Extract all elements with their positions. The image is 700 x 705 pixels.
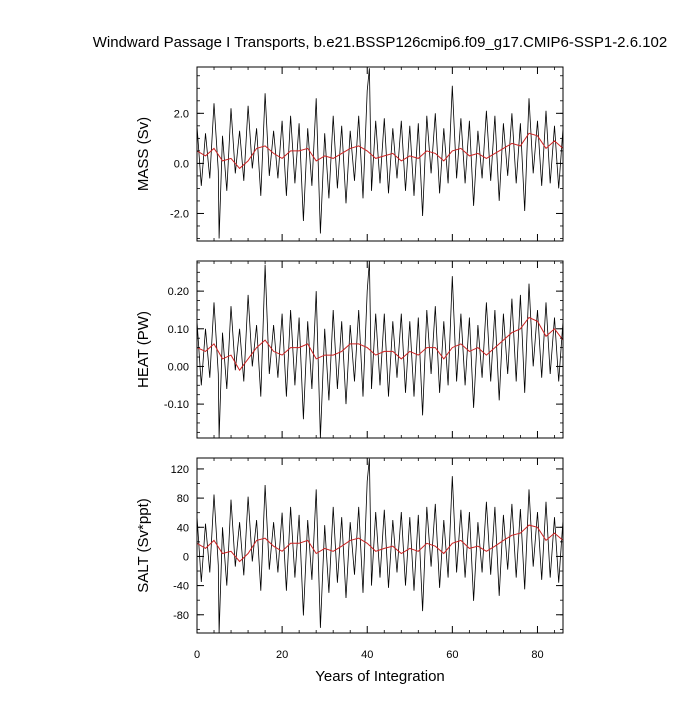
y-tick-label-salt: 40 [177,522,189,534]
y-tick-label-salt: 120 [171,464,189,476]
y-tick-label-mass: -2.0 [170,208,189,220]
y-tick-label-heat: -0.10 [164,399,189,411]
x-tick-label: 60 [446,649,458,661]
y-tick-label-heat: 0.20 [168,286,189,298]
panel-frame-heat [196,260,564,439]
panel-mass: 2.0 0.0 -2.0 MASS (Sv) [135,66,564,242]
series-annual-salt [197,524,563,563]
y-axis-label-salt: SALT (Sv*ppt) [135,498,152,592]
y-axis-label-heat: HEAT (PW) [135,311,152,388]
series-monthly-mass [197,68,563,239]
x-tick-label: 80 [531,649,543,661]
x-axis-label: Years of Integration [315,668,445,685]
x-tick-label: 40 [361,649,373,661]
chart-title: Windward Passage I Transports, b.e21.BSS… [93,34,667,51]
y-tick-label-salt: -80 [173,610,189,622]
series-monthly-salt [197,458,563,633]
y-tick-label-salt: 80 [177,493,189,505]
panel-frame-mass [196,66,564,242]
panel-salt: 120 80 40 0 -40 -80 SALT (Sv*ppt) [135,457,564,634]
y-tick-label-mass: 0.0 [174,158,189,170]
y-tick-label-heat: 0.10 [168,324,189,336]
panel-frame-salt [196,457,564,634]
x-tick-label: 20 [276,649,288,661]
y-tick-label-heat: 0.00 [168,361,189,373]
panel-heat: 0.20 0.10 0.00 -0.10 HEAT (PW) [135,260,564,439]
y-tick-label-mass: 2.0 [174,108,189,120]
y-tick-label-salt: -40 [173,581,189,593]
series-monthly-heat [197,261,563,438]
y-tick-label-salt: 0 [183,551,189,563]
y-axis-label-mass: MASS (Sv) [135,117,152,191]
series-annual-heat [197,316,563,372]
series-annual-mass [197,132,563,170]
panels-layer: 2.0 0.0 -2.0 MASS (Sv) 0.20 0.10 0.00 -0.10 HEAT… [135,66,564,661]
x-tick-label: 0 [194,649,200,661]
